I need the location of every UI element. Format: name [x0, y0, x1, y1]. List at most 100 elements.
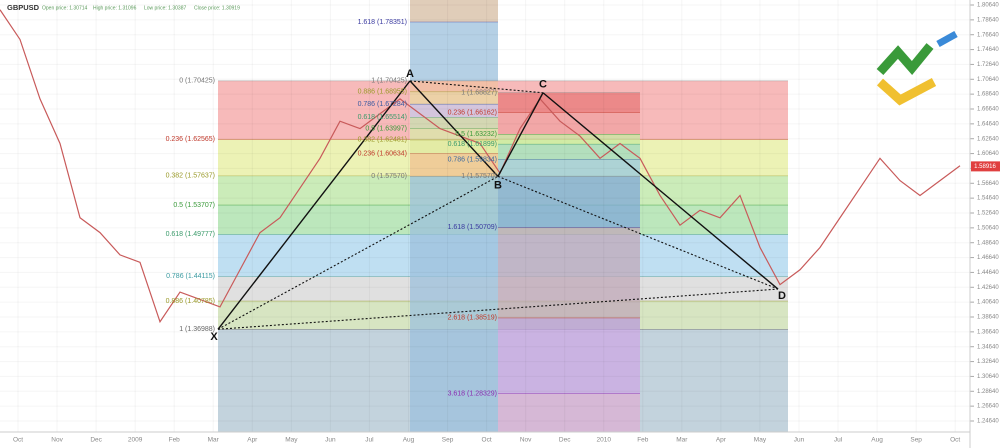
y-tick-label: 1.60640	[977, 151, 999, 157]
fib-label: 0.236 (1.62565)	[166, 136, 215, 143]
x-tick-label: 2010	[597, 437, 612, 444]
x-tick-label: Feb	[637, 437, 649, 444]
x-tick-label: Mar	[676, 437, 688, 444]
y-tick-label: 1.24640	[977, 419, 999, 425]
fib-band	[410, 104, 498, 118]
fib-band	[410, 139, 498, 154]
fib-label: 0.5 (1.53707)	[173, 202, 215, 209]
fib-label: 0.886 (1.68955)	[358, 89, 407, 96]
y-tick-label: 1.56640	[977, 181, 999, 187]
fib-band	[410, 80, 498, 92]
x-tick-label: Nov	[520, 437, 532, 444]
pattern-leg	[409, 80, 499, 177]
x-tick-label: May	[754, 437, 767, 444]
y-tick-label: 1.78640	[977, 17, 999, 23]
x-tick-label: Jun	[794, 437, 805, 444]
zone	[640, 329, 788, 432]
price-line	[0, 9, 961, 324]
y-tick-label: 1.36640	[977, 329, 999, 335]
logo-blue	[936, 30, 958, 48]
pattern-leg	[542, 92, 779, 290]
fib-label: 0.618 (1.49777)	[166, 231, 215, 238]
y-tick-label: 1.38640	[977, 315, 999, 321]
x-tick-label: Sep	[910, 437, 922, 444]
pattern-point: X	[210, 331, 218, 343]
x-tick-label: Apr	[247, 437, 258, 444]
fib-layer	[218, 0, 788, 432]
y-tick-label: 1.50640	[977, 225, 999, 231]
fib-label: 0.382 (1.62481)	[358, 137, 407, 144]
fib-label: 0.618 (1.61899)	[448, 141, 497, 148]
x-tick-label: Apr	[716, 437, 727, 444]
ohlc-field: Open price: 1.30714	[42, 5, 88, 11]
y-tick-label: 1.54640	[977, 196, 999, 202]
fib-label: 1 (1.36988)	[179, 326, 215, 333]
fib-label: 0 (1.70425)	[179, 78, 215, 85]
fib-band	[410, 91, 498, 105]
x-tick-label: Nov	[51, 437, 63, 444]
zone	[410, 0, 498, 22]
x-tick-label: May	[285, 437, 298, 444]
fib-label: 0.786 (1.59834)	[448, 156, 497, 163]
fib-label: 0.236 (1.66162)	[448, 109, 497, 116]
ohlc-field: Close price: 1.30919	[194, 5, 240, 11]
grid-layer	[0, 0, 974, 432]
fib-label: 1.618 (1.78351)	[358, 19, 407, 26]
y-tick-label: 1.28640	[977, 389, 999, 395]
x-tick-label: Feb	[169, 437, 181, 444]
x-tick-label: Oct	[950, 437, 960, 444]
pattern-diagonal	[217, 288, 779, 330]
x-tick-label: Jul	[834, 437, 843, 444]
x-tick-label: Jul	[365, 437, 374, 444]
last-price-label: 1.58916	[974, 164, 996, 170]
pattern-leg	[497, 92, 544, 177]
y-tick-label: 1.32640	[977, 359, 999, 365]
fib-label: 0.5 (1.63997)	[365, 125, 407, 132]
symbol: GBPUSD	[7, 3, 40, 12]
fib-label: 0.786 (1.67284)	[358, 101, 407, 108]
pattern-diagonal	[217, 175, 499, 330]
logo-yellow	[876, 78, 937, 106]
pattern-point: B	[494, 179, 502, 191]
fib-label: 0.382 (1.57637)	[166, 173, 215, 180]
fib-label: 3.618 (1.28329)	[448, 390, 497, 397]
y-tick-label: 1.74640	[977, 47, 999, 53]
fib-band	[498, 144, 640, 160]
y-tick-label: 1.80640	[977, 3, 999, 9]
y-tick-label: 1.62640	[977, 136, 999, 142]
fib-band	[498, 112, 640, 135]
x-tick-label: Aug	[403, 437, 415, 444]
pattern-point: A	[406, 68, 414, 80]
fib-band	[498, 393, 640, 432]
y-tick-label: 1.34640	[977, 344, 999, 350]
y-tick-label: 1.44640	[977, 270, 999, 276]
y-tick-label: 1.66640	[977, 107, 999, 113]
fib-band	[410, 22, 498, 81]
pattern-point: D	[778, 290, 786, 302]
pattern-leg	[217, 80, 411, 330]
fib-label: 2.618 (1.38519)	[448, 315, 497, 322]
ohlc-field: High price: 1.31096	[93, 5, 137, 11]
fib-label: 0.618 (1.65514)	[358, 114, 407, 121]
fib-band	[410, 176, 498, 432]
fib-band	[410, 117, 498, 129]
pattern-point: C	[539, 79, 547, 91]
fib-band	[498, 176, 640, 228]
x-tick-label: Oct	[482, 437, 492, 444]
x-tick-label: 2009	[128, 437, 143, 444]
fib-label: 0.236 (1.60634)	[358, 150, 407, 157]
fib-label: 1.618 (1.50709)	[448, 224, 497, 231]
fib-label: 0 (1.57570)	[371, 173, 407, 180]
last-price-tag	[971, 161, 1000, 172]
fib-band	[498, 92, 640, 113]
x-tick-label: Jun	[325, 437, 336, 444]
y-tick-label: 1.30640	[977, 374, 999, 380]
fib-band	[498, 227, 640, 318]
fib-label: 0.786 (1.44115)	[166, 273, 215, 280]
logo	[876, 30, 958, 106]
fib-band	[410, 153, 498, 177]
y-tick-label: 1.52640	[977, 211, 999, 217]
x-tick-label: Aug	[871, 437, 883, 444]
fib-label: 1 (1.57570)	[461, 173, 497, 180]
